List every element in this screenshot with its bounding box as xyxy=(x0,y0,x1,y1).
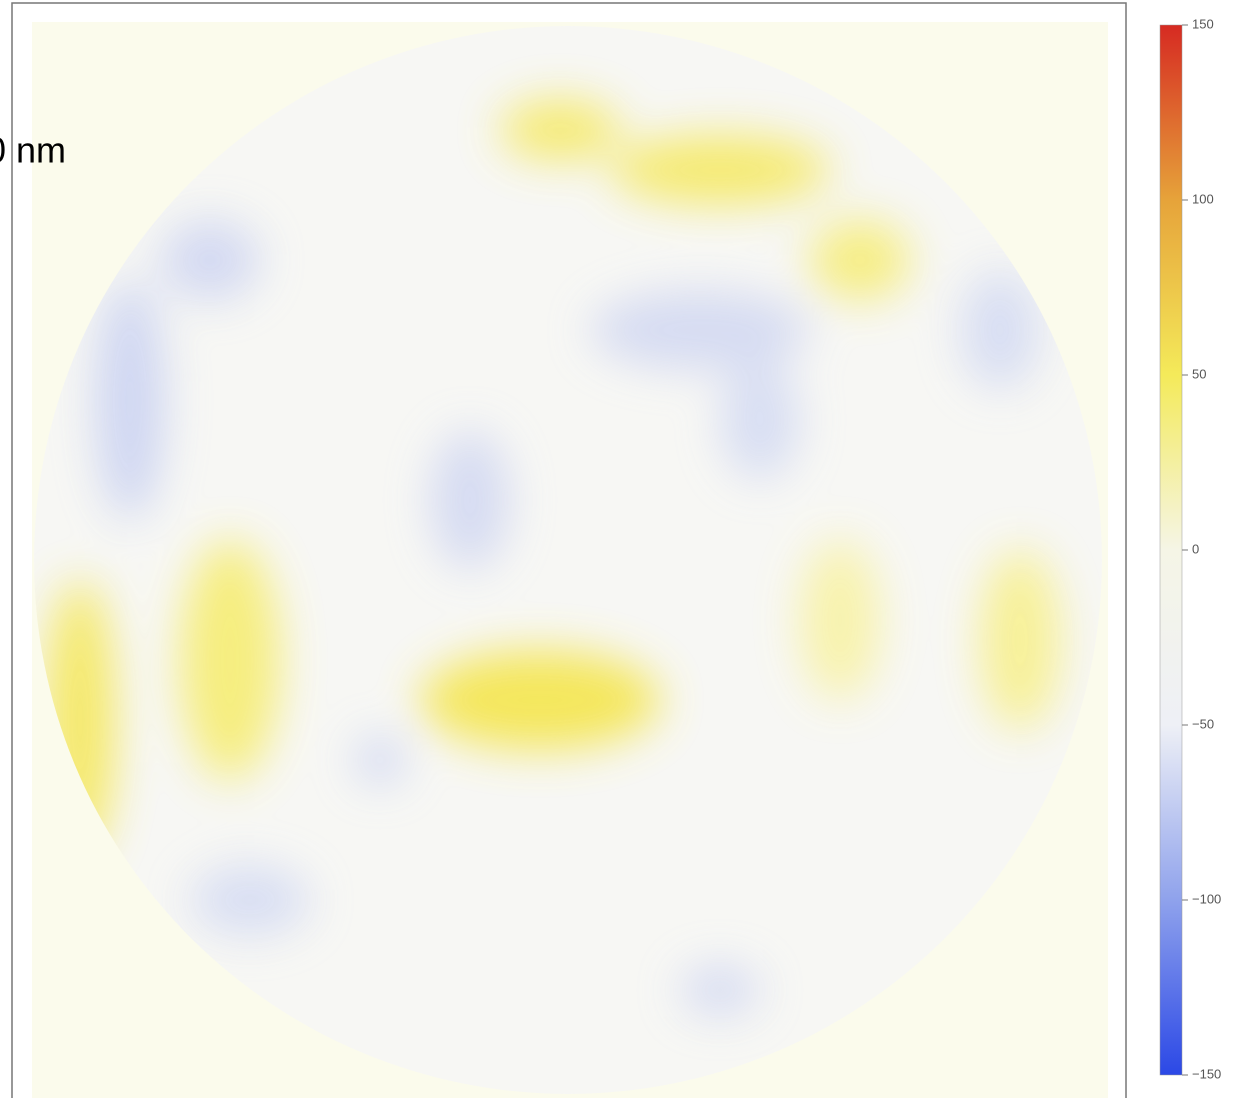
colorbar-tick-label: 0 xyxy=(1192,541,1199,556)
colorbar-tick-label: 150 xyxy=(1192,16,1214,31)
colorbar-tick-label: −100 xyxy=(1192,891,1221,906)
surface-map xyxy=(34,26,1102,1094)
colorbar xyxy=(1160,25,1182,1075)
colorbar-tick-label: 50 xyxy=(1192,366,1206,381)
colorbar-tick-label: −150 xyxy=(1192,1066,1221,1081)
chart: 0 nm −150 −100 −50 0 50 100 150 xyxy=(0,0,1244,1098)
colorbar-tick-label: −50 xyxy=(1192,716,1214,731)
annotation: 0 nm xyxy=(0,130,66,171)
colorbar-tick-label: 100 xyxy=(1192,191,1214,206)
